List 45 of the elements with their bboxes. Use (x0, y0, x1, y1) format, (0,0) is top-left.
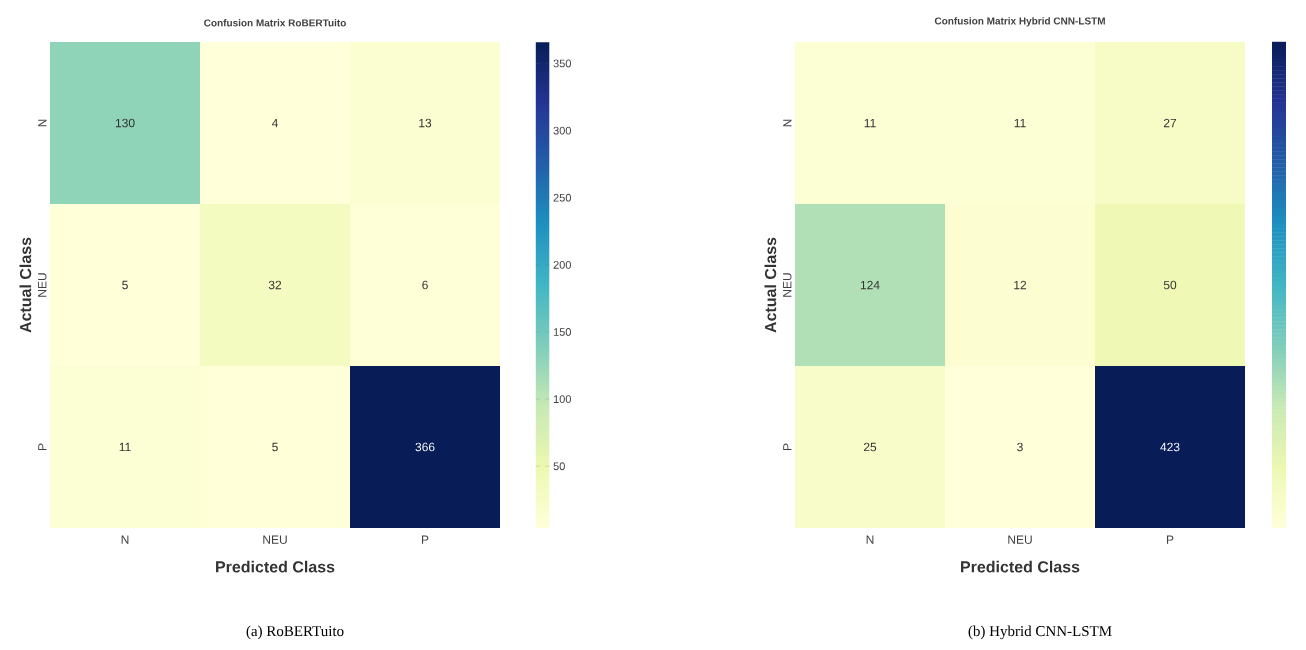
color-bar-label: 350 (553, 59, 571, 68)
color-bar-label: 250 (553, 193, 571, 202)
x-tick-label: P (1166, 535, 1174, 544)
x-tick-label: NEU (1008, 535, 1032, 544)
x-axis-title: Predicted Class (216, 560, 335, 573)
data-label: 25 (863, 442, 877, 452)
data-label: 423 (1160, 442, 1180, 452)
data-label: 27 (1163, 118, 1177, 128)
data-label: 5 (122, 280, 128, 290)
data-label: 11 (119, 442, 131, 452)
x-axis-title: Predicted Class (961, 560, 1080, 573)
color-bar-label: 50 (553, 462, 565, 471)
y-tick-label: N (38, 119, 47, 127)
y-tick-label: P (783, 443, 792, 451)
x-tick-label: P (422, 535, 429, 544)
data-label: 4 (271, 118, 278, 128)
data-label: 6 (422, 280, 428, 290)
data-label: 5 (272, 442, 278, 452)
x-tick-label: NEU (263, 535, 287, 544)
y-tick-label: NEU (783, 273, 792, 297)
data-label: 11 (864, 118, 876, 128)
y-axis-title: Actual Class (19, 237, 32, 333)
data-label: 366 (415, 442, 435, 452)
data-label: 3 (1017, 442, 1023, 452)
y-tick-label: P (38, 443, 47, 451)
color-bar-label: 100 (553, 395, 571, 403)
color-bar-label: 150 (553, 328, 571, 336)
data-label: 124 (860, 280, 880, 290)
x-tick-label: N (121, 535, 129, 544)
text: (b) Hybrid CNN-LSTM (968, 625, 1112, 640)
data-label: 13 (419, 118, 432, 128)
x-tick-label: N (866, 535, 874, 544)
y-tick-label: NEU (38, 273, 47, 297)
data-label: 130 (115, 118, 135, 128)
data-label: 12 (1014, 280, 1027, 290)
chart-title: Confusion Matrix Hybrid CNN-LSTM (934, 17, 1105, 27)
y-axis-title: Actual Class (764, 237, 777, 333)
text: (a) RoBERTuito (246, 625, 344, 640)
y-tick-label: N (783, 119, 792, 127)
color-bar-label: 200 (553, 260, 571, 269)
data-label: 11 (1014, 118, 1026, 128)
chart-title: Confusion Matrix RoBERTuito (204, 19, 346, 27)
color-bar-label: 300 (553, 126, 571, 135)
data-label: 32 (268, 280, 282, 290)
data-label: 50 (1163, 280, 1177, 290)
